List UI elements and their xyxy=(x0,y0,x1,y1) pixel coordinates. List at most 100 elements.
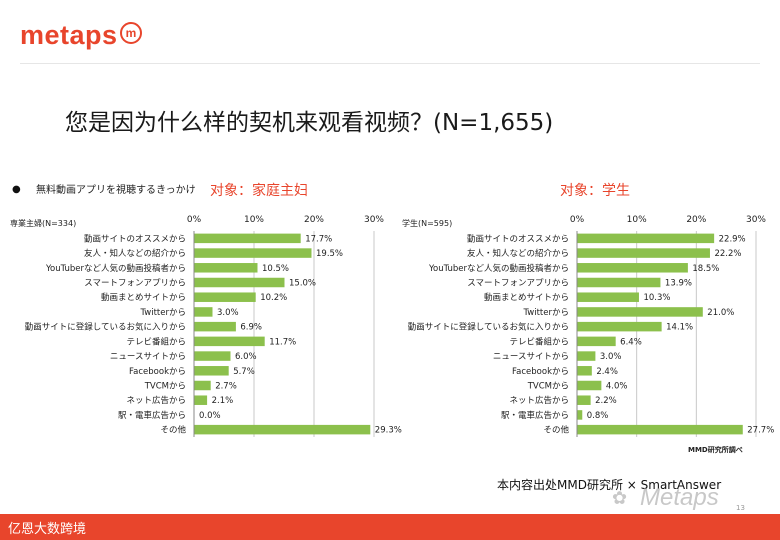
footer-text: 亿恩大数跨境 xyxy=(8,522,87,537)
student-category-label: TVCMから xyxy=(527,382,569,392)
student-tick-label: 30% xyxy=(746,215,766,225)
housewife-category-label: 動画サイトのオススメから xyxy=(84,233,186,244)
student-data-label: 4.0% xyxy=(606,382,628,392)
student-data-label: 21.0% xyxy=(707,308,734,318)
footer-bar: 亿恩大数跨境 xyxy=(0,514,780,540)
student-data-label: 22.9% xyxy=(719,234,746,244)
student-data-label: 2.4% xyxy=(596,367,618,377)
housewife-data-label: 15.0% xyxy=(289,279,316,289)
header-divider xyxy=(20,63,760,64)
student-data-label: 10.3% xyxy=(643,293,670,303)
housewife-bar xyxy=(194,321,236,332)
student-category-label: Twitterから xyxy=(523,308,570,318)
student-data-label: 13.9% xyxy=(665,279,692,289)
panel-label-student: 学生(N=595) xyxy=(402,219,453,228)
panel-label-housewife: 専業主婦(N=334) xyxy=(10,219,77,228)
student-category-label: 動画まとめサイトから xyxy=(484,292,569,303)
housewife-data-label: 11.7% xyxy=(269,337,296,347)
housewife-data-label: 17.7% xyxy=(305,234,332,244)
page-title: 您是因为什么样的契机来观看视频？(N=1,655) xyxy=(65,110,554,136)
housewife-bar xyxy=(194,233,301,244)
housewife-data-label: 0.0% xyxy=(199,411,221,421)
brand-mark-icon: m xyxy=(120,22,142,44)
housewife-bar xyxy=(194,424,371,435)
student-bar xyxy=(577,380,602,391)
credit-line: 本内容出处MMD研究所 × SmartAnswer xyxy=(497,478,722,492)
housewife-data-label: 19.5% xyxy=(316,249,343,259)
housewife-data-label: 29.3% xyxy=(375,426,402,436)
student-tick-label: 10% xyxy=(627,215,647,225)
student-bar xyxy=(577,366,592,376)
student-data-label: 3.0% xyxy=(600,352,622,362)
housewife-bar xyxy=(194,366,229,376)
housewife-bar xyxy=(194,336,265,347)
student-bar xyxy=(577,395,591,405)
student-tick-label: 20% xyxy=(686,215,706,225)
student-bar xyxy=(577,336,616,347)
student-bar xyxy=(577,307,703,317)
student-category-label: YouTuberなど人気の動画投稿者から xyxy=(428,263,569,274)
housewife-bar xyxy=(194,263,258,273)
housewife-category-label: Twitterから xyxy=(140,308,187,318)
student-tick-label: 0% xyxy=(570,215,585,225)
student-bar xyxy=(577,424,743,435)
student-category-label: 動画サイトのオススメから xyxy=(467,233,569,244)
housewife-category-label: ニュースサイトから xyxy=(110,352,186,362)
housewife-category-label: スマートフォンアプリから xyxy=(84,279,186,289)
student-category-label: 動画サイトに登録しているお気に入りから xyxy=(408,322,569,333)
student-category-label: その他 xyxy=(543,425,569,436)
student-category-label: 友人・知人などの紹介から xyxy=(467,248,569,259)
page-number: 13 xyxy=(736,504,745,512)
housewife-bar xyxy=(194,351,231,361)
housewife-category-label: その他 xyxy=(160,425,186,436)
housewife-bar xyxy=(194,277,285,288)
student-category-label: 駅・電車広告から xyxy=(501,410,569,421)
housewife-category-label: 動画サイトに登録しているお気に入りから xyxy=(25,322,186,333)
student-bar xyxy=(577,277,661,288)
housewife-category-label: TVCMから xyxy=(144,382,186,392)
housewife-data-label: 10.2% xyxy=(260,293,287,303)
student-category-label: Facebookから xyxy=(512,367,569,377)
student-bar xyxy=(577,351,596,361)
student-category-label: スマートフォンアプリから xyxy=(467,279,569,289)
chart-target-housewife: 对象：家庭主妇 xyxy=(210,183,308,199)
housewife-data-label: 6.9% xyxy=(240,323,262,333)
student-category-label: ニュースサイトから xyxy=(493,352,569,362)
student-category-label: ネット広告から xyxy=(509,395,569,406)
housewife-category-label: Facebookから xyxy=(129,367,186,377)
brand-logo: metaps xyxy=(20,20,118,50)
housewife-bar xyxy=(194,380,211,391)
housewife-category-label: テレビ番組から xyxy=(126,336,186,347)
student-bar xyxy=(577,248,710,258)
housewife-tick-label: 0% xyxy=(187,215,202,225)
housewife-bar xyxy=(194,292,256,302)
housewife-bar xyxy=(194,248,312,258)
housewife-data-label: 2.1% xyxy=(212,396,234,406)
survey-question: 無料動画アプリを視聴するきっかけ xyxy=(36,185,196,196)
housewife-data-label: 5.7% xyxy=(233,367,255,377)
bullet-icon: ● xyxy=(12,184,21,195)
housewife-data-label: 3.0% xyxy=(217,308,239,318)
housewife-tick-label: 20% xyxy=(304,215,324,225)
housewife-category-label: 動画まとめサイトから xyxy=(101,292,186,303)
watermark: Metaps xyxy=(640,484,719,511)
student-data-label: 14.1% xyxy=(666,323,693,333)
wechat-icon: ✿ xyxy=(612,488,628,509)
housewife-category-label: 駅・電車広告から xyxy=(118,410,186,421)
student-data-label: 27.7% xyxy=(747,426,774,436)
housewife-category-label: ネット広告から xyxy=(126,395,186,406)
student-bar xyxy=(577,233,715,244)
housewife-bar xyxy=(194,395,208,405)
housewife-tick-label: 10% xyxy=(244,215,264,225)
student-data-label: 0.8% xyxy=(587,411,609,421)
housewife-bar xyxy=(194,307,213,317)
housewife-tick-label: 30% xyxy=(364,215,384,225)
student-bar xyxy=(577,263,688,273)
student-data-label: 18.5% xyxy=(692,264,719,274)
chart-target-student: 对象：学生 xyxy=(560,183,630,199)
student-bar xyxy=(577,321,662,332)
housewife-data-label: 6.0% xyxy=(235,352,257,362)
student-data-label: 2.2% xyxy=(595,396,617,406)
housewife-data-label: 10.5% xyxy=(262,264,289,274)
student-data-label: 22.2% xyxy=(714,249,741,259)
